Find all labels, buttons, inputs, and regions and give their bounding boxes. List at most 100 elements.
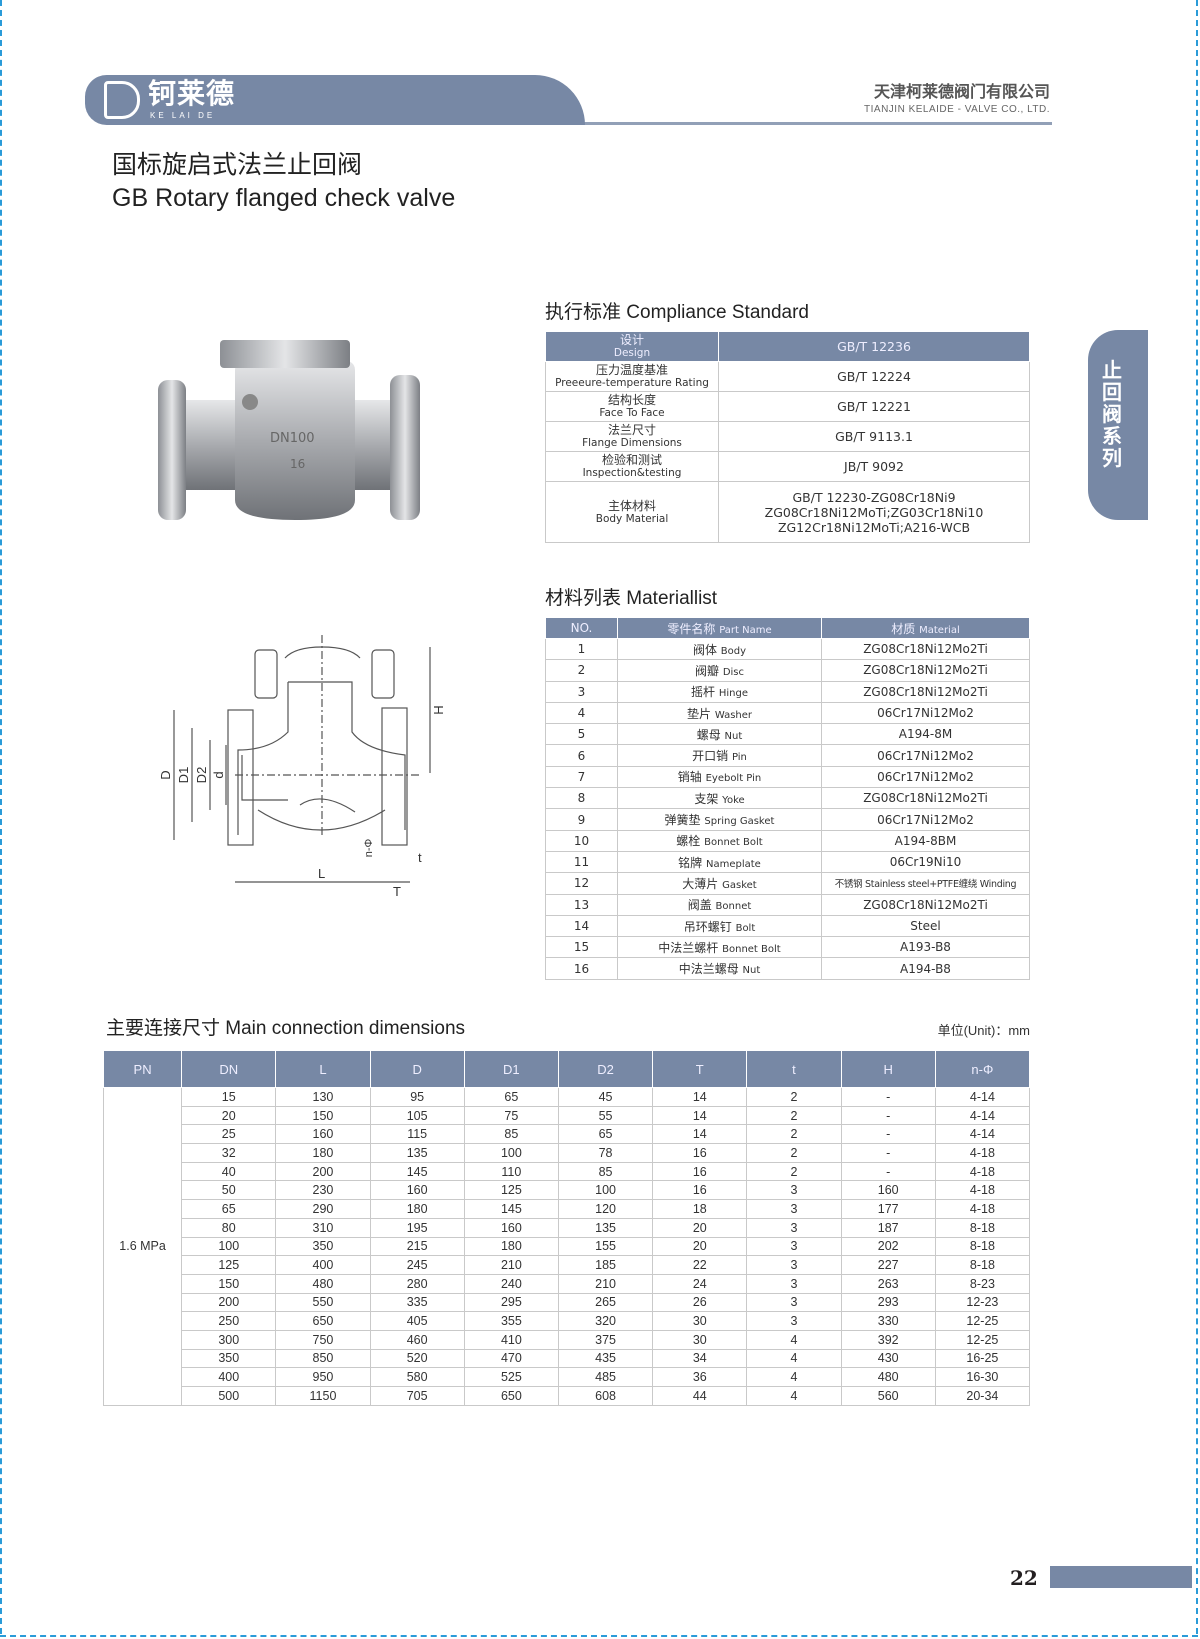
- dimension-row: 100 350 215 180 155 20 3 202 8-18: [104, 1236, 1031, 1257]
- part-name: 支架 Yoke: [617, 787, 822, 810]
- dimension-cell: 30: [652, 1311, 748, 1331]
- part-name-cn: 垫片: [686, 706, 711, 721]
- compliance-row: 设计 Design GB/T 12236: [545, 331, 1030, 362]
- side-tab-label: 止回阀系列: [1102, 360, 1122, 470]
- part-material: 06Cr17Ni12Mo2: [821, 808, 1030, 831]
- logo-text: 钶莱德: [148, 78, 236, 109]
- dimension-cell: 295: [463, 1292, 559, 1313]
- dimension-cell: 263: [840, 1273, 936, 1294]
- dimension-row: 300 750 460 410 375 30 4 392 12-25: [104, 1329, 1031, 1350]
- dimension-cell: 3: [746, 1273, 842, 1294]
- dimension-cell: 8-23: [934, 1273, 1031, 1294]
- standard-value-line: JB/T 9092: [844, 459, 904, 474]
- dimension-cell: 3: [746, 1255, 842, 1275]
- dimension-cell: 335: [369, 1292, 465, 1313]
- part-name-cn: 销轴: [677, 770, 702, 785]
- dim-label-D: D: [158, 770, 173, 779]
- page-title-en: GB Rotary flanged check valve: [112, 184, 456, 212]
- part-name-en: Disc: [722, 666, 745, 678]
- dimension-cell: 34: [652, 1348, 748, 1369]
- dimension-cell: -: [840, 1143, 936, 1163]
- dimension-cell: 2: [746, 1124, 842, 1145]
- dimension-cell: 8-18: [934, 1217, 1031, 1238]
- dimension-cell: 2: [746, 1105, 842, 1126]
- dimension-cell: 25: [181, 1124, 277, 1145]
- part-name-en: Bonnet Bolt: [704, 837, 763, 849]
- dimension-cell: 20: [652, 1217, 748, 1238]
- dimension-row: 125 400 245 210 185 22 3 227 8-18: [104, 1255, 1031, 1275]
- dimension-cell: 160: [275, 1124, 371, 1145]
- dimension-cell: 470: [463, 1348, 559, 1369]
- dimension-cell: 65: [557, 1124, 654, 1145]
- part-name-en: Eyebolt Pin: [705, 773, 762, 785]
- company-name-cn: 天津柯莱德阀门有限公司: [873, 84, 1050, 101]
- part-name: 阀瓣 Disc: [617, 659, 822, 682]
- dimension-cell: 245: [369, 1255, 465, 1275]
- part-material: 06Cr17Ni12Mo2: [821, 744, 1030, 767]
- part-number: 13: [545, 893, 618, 916]
- dimension-cell: 20: [652, 1236, 748, 1257]
- part-name: 弹簧垫 Spring Gasket: [617, 808, 822, 831]
- dimension-cell: 3: [746, 1292, 842, 1313]
- standard-value-line: GB/T 9113.1: [835, 429, 913, 444]
- page-title-cn: 国标旋启式法兰止回阀: [112, 151, 363, 179]
- dimension-cell: 30: [652, 1329, 748, 1350]
- dimension-cell: 410: [463, 1329, 559, 1350]
- part-name-en: Spring Gasket: [704, 816, 775, 828]
- dimension-cell: 3: [746, 1199, 842, 1219]
- part-number: 14: [545, 914, 618, 938]
- part-number: 11: [545, 850, 618, 874]
- valve-photo: DN100 16: [158, 340, 420, 520]
- part-number: 7: [545, 765, 618, 789]
- part-material: Steel: [821, 914, 1030, 938]
- dimension-cell: 500: [181, 1386, 277, 1406]
- dimension-cell: 20-34: [934, 1386, 1031, 1406]
- dimension-cell: 355: [463, 1311, 559, 1331]
- col-material-en: Material: [919, 624, 960, 636]
- part-name-cn: 大薄片: [682, 876, 719, 891]
- compliance-row: 法兰尺寸 Flange Dimensions GB/T 9113.1: [545, 421, 1030, 452]
- part-material: ZG08Cr18Ni12Mo2Ti: [821, 659, 1030, 682]
- header-banner: [85, 75, 585, 125]
- dimension-cell: 4-14: [934, 1087, 1031, 1107]
- material-row: 11 铭牌 Nameplate 06Cr19Ni10: [545, 850, 1030, 874]
- dimension-row: 32 180 135 100 78 16 2-4-18: [104, 1143, 1031, 1163]
- dim-label-H: H: [431, 705, 446, 714]
- dimension-row: 250 650 405 355 320 30 3 330 12-25: [104, 1311, 1031, 1331]
- part-material: A193-B8: [821, 936, 1030, 959]
- standard-label-en: Face To Face: [599, 407, 665, 419]
- dimension-cell: 32: [181, 1143, 277, 1163]
- dimension-cell: 210: [463, 1255, 559, 1275]
- side-tab: 止回阀系列: [1088, 330, 1148, 520]
- dimension-row: 400 950 580 525 485 36 4 480 16-30: [104, 1367, 1031, 1387]
- dimension-cell: 250: [181, 1311, 277, 1331]
- dimension-cell: 12-25: [934, 1311, 1031, 1331]
- dimension-cell: 485: [557, 1367, 654, 1387]
- col-part-name: 零件名称 Part Name: [617, 617, 822, 639]
- dimension-cell: 240: [463, 1273, 559, 1294]
- part-name-cn: 吊环螺钉: [683, 919, 732, 934]
- dimension-cell: 227: [840, 1255, 936, 1275]
- material-row: 9 弹簧垫 Spring Gasket 06Cr17Ni12Mo2: [545, 808, 1030, 831]
- dimension-cell: 125: [181, 1255, 277, 1275]
- dimension-cell: 375: [557, 1329, 654, 1350]
- dimension-cell: 4-18: [934, 1143, 1031, 1163]
- dimension-row: 1.6 MPa 15 130 95 65 45 14 2-4-14: [102, 1087, 1031, 1406]
- logo-subtext: KE LAI DE: [150, 111, 216, 120]
- dimension-cell: 180: [369, 1199, 465, 1219]
- part-number: 12: [545, 872, 618, 895]
- part-name-cn: 开口销: [692, 749, 729, 764]
- dim-label-t: t: [418, 850, 422, 865]
- compliance-row: 检验和测试 Inspection&testing JB/T 9092: [545, 451, 1030, 482]
- company-name-en: TIANJIN KELAIDE - VALVE CO., LTD.: [864, 104, 1050, 115]
- material-row: 2 阀瓣 Disc ZG08Cr18Ni12Mo2Ti: [545, 659, 1030, 682]
- dimension-cell: 195: [369, 1217, 465, 1238]
- dimension-cell: 4: [746, 1367, 842, 1387]
- part-name-en: Nut: [724, 730, 743, 742]
- dimension-cell: 130: [275, 1087, 371, 1107]
- material-row: 10 螺栓 Bonnet Bolt A194-8BM: [545, 829, 1030, 852]
- dimension-cell: 460: [369, 1329, 465, 1350]
- dimension-cell: 24: [652, 1273, 748, 1294]
- dimension-cell: 55: [557, 1105, 654, 1126]
- part-name: 中法兰螺母 Nut: [617, 957, 822, 980]
